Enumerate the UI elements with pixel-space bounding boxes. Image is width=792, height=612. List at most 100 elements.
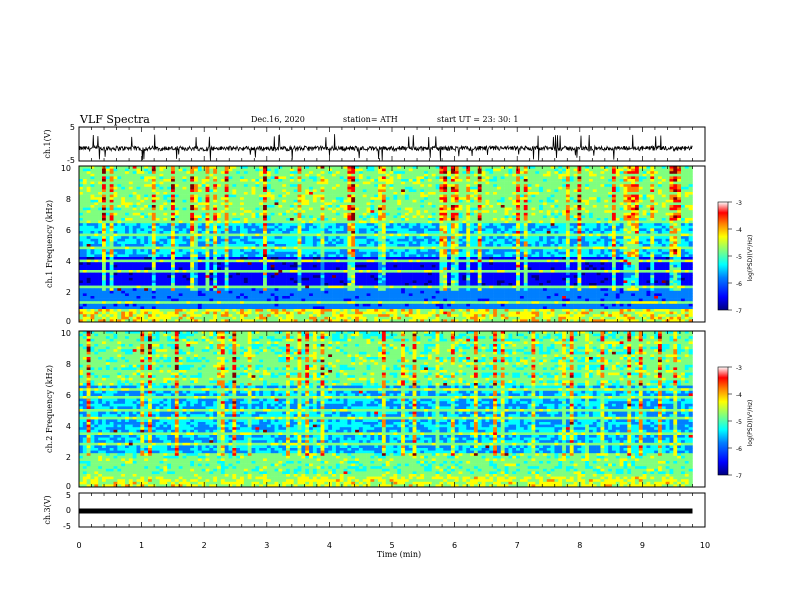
spectrogram-cell [604,171,609,175]
spectrogram-cell [631,192,636,195]
spectrogram-cell [427,171,433,175]
spectrogram-cell [167,225,172,229]
spectrogram-cell [569,186,574,190]
spectrogram-cell [611,179,617,182]
spectrogram-cell [412,192,417,195]
spectrogram-cell [619,199,624,203]
spectrogram-cell [573,241,578,245]
spectrogram-cell [634,215,640,219]
spectrogram-cell [186,225,191,229]
spectrogram-cell [554,186,559,190]
spectrogram-cell [650,225,655,229]
spectrogram-cell [435,215,440,219]
spectrogram-cell [178,228,183,232]
spectrogram-cell [335,225,341,229]
spectrogram-cell [604,166,609,169]
spectrogram-cell [86,166,91,169]
spectrogram-cell [374,233,379,237]
spectrogram-cell [339,173,344,177]
spectrogram-cell [496,225,502,229]
spectrogram-cell [163,171,168,175]
spectrogram-cell [209,207,214,211]
spectrogram-cell [328,197,333,201]
spectrogram-cell [554,215,559,219]
spectrogram-cell [562,233,567,237]
spectrogram-cell [401,202,406,206]
spectrogram-cell [677,197,682,201]
spectrogram-cell [117,244,122,247]
spectrogram-cell [439,212,444,216]
spectrogram-cell [680,168,686,172]
spectrogram-cell [362,194,367,198]
spectrogram-cell [209,166,214,169]
spectrogram-cell [155,207,160,211]
spectrogram-cell [443,179,448,182]
spectrogram-cell [159,223,164,227]
spectrogram-cell [289,223,295,227]
spectrogram-cell [194,194,199,198]
spectrogram-cell [270,218,275,221]
spectrogram-cell [232,238,237,242]
spectrogram-cell [309,244,314,247]
spectrogram-cell [535,176,540,180]
spectrogram-cell [619,189,624,193]
spectrogram-cell [458,228,463,232]
spectrogram-cell [634,186,640,190]
spectrogram-cell [121,173,126,177]
spectrogram-cell [324,223,329,227]
spectrogram-cell [688,199,693,203]
spectrogram-cell [151,220,156,224]
spectrogram-cell [401,189,406,193]
spectrogram-cell [332,223,337,227]
spectrogram-cell [519,173,525,177]
spectrogram-cell [236,215,241,219]
spectrogram-cell [174,189,179,193]
spectrogram-cell [508,186,513,190]
spectrogram-cell [125,207,130,211]
spectrogram-cell [581,236,586,240]
spectrogram-cell [512,168,517,172]
spectrogram-cell [646,210,651,214]
spectrogram-cell [105,236,110,240]
spectrogram-cell [274,181,279,185]
spectrogram-cell [458,179,463,182]
spectrogram-cell [178,218,183,221]
spectrogram-cell [677,220,682,224]
spectrogram-cell [531,189,536,193]
spectrogram-cell [512,220,517,224]
spectrogram-cell [473,179,479,182]
spectrogram-cell [485,181,490,185]
spectrogram-cell [98,202,103,206]
spectrogram-cell [374,197,379,201]
spectrogram-cell [351,225,356,229]
spectrogram-cell [274,244,279,247]
spectrogram-cell [309,179,314,182]
spectrogram-cell [389,179,394,182]
spectrogram-cell [562,199,567,203]
spectrogram-cell [190,238,195,242]
spectrogram-cell [163,194,168,198]
spectrogram-cell [408,236,413,240]
spectrogram-cell [374,166,379,169]
spectrogram-cell [688,192,693,195]
spectrogram-cell [546,194,551,198]
spectrogram-cell [627,212,632,216]
spectrogram-cell [470,181,475,185]
spectrogram-cell [458,202,463,206]
spectrogram-cell [297,173,302,177]
spectrogram-cell [604,215,609,219]
spectrogram-cell [159,171,164,175]
spectrogram-cell [351,194,356,198]
spectrogram-cell [654,179,659,182]
spectrogram-cell [661,173,666,177]
spectrogram-cell [259,241,264,245]
spectrogram-cell [688,231,693,234]
spectrogram-cell [608,194,613,198]
spectrogram-cell [424,173,429,177]
spectrogram-cell [450,186,456,190]
spectrogram-cell [508,184,513,188]
spectrogram-cell [255,223,260,227]
spectrogram-cell [546,210,551,214]
spectrogram-cell [450,207,456,211]
spectrogram-cell [481,233,486,237]
